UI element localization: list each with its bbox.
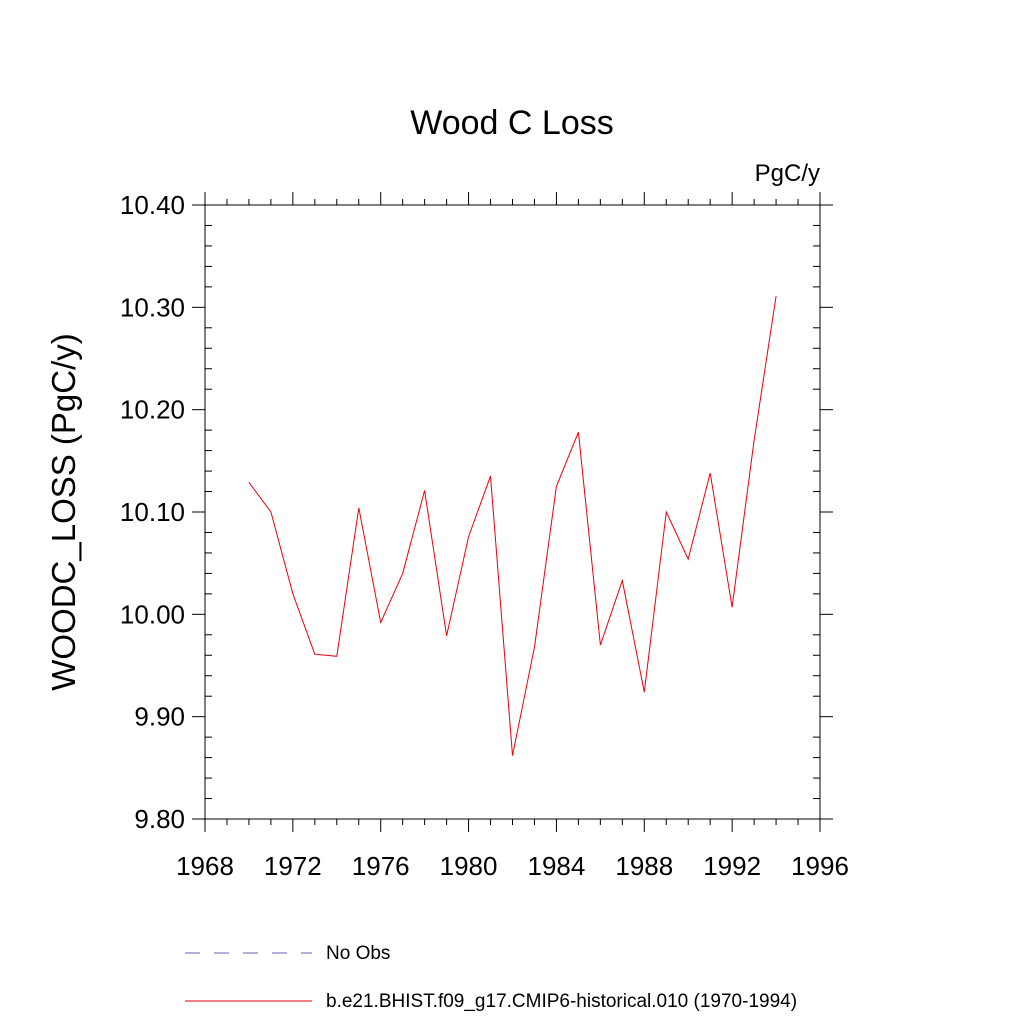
chart-title: Wood C Loss: [410, 104, 613, 142]
x-tick-label: 1980: [440, 851, 498, 881]
y-tick-label: 10.00: [120, 599, 185, 629]
plot-frame: [204, 204, 821, 820]
y-tick-label: 9.90: [134, 702, 185, 732]
x-tick-label: 1984: [528, 851, 586, 881]
y-tick-labels: 9.80 9.90 10.00 10.10 10.20 10.30 10.40: [120, 190, 185, 834]
series-layer: [248, 296, 777, 756]
x-tick-label: 1976: [352, 851, 410, 881]
series-line-0: [248, 296, 777, 756]
y-tick-label: 10.30: [120, 292, 185, 322]
legend-label-no-obs: No Obs: [326, 943, 390, 964]
x-tick-label: 1968: [176, 851, 234, 881]
x-tick-label: 1972: [264, 851, 322, 881]
x-tick-label: 1992: [703, 851, 761, 881]
y-tick-label: 9.80: [134, 804, 185, 834]
y-axis-label: WOODC_LOSS (PgC/y): [45, 333, 82, 691]
units-label: PgC/y: [755, 160, 820, 187]
axis-ticks: [192, 192, 833, 832]
x-tick-label: 1996: [791, 851, 849, 881]
x-tick-label: 1988: [615, 851, 673, 881]
y-tick-label: 10.20: [120, 395, 185, 425]
y-tick-label: 10.10: [120, 497, 185, 527]
legend: No Obs b.e21.BHIST.f09_g17.CMIP6-histori…: [185, 943, 797, 1012]
y-tick-label: 10.40: [120, 190, 185, 220]
x-tick-labels: 1968 1972 1976 1980 1984 1988 1992 1996: [176, 851, 849, 881]
legend-label-historical: b.e21.BHIST.f09_g17.CMIP6-historical.010…: [326, 991, 797, 1012]
